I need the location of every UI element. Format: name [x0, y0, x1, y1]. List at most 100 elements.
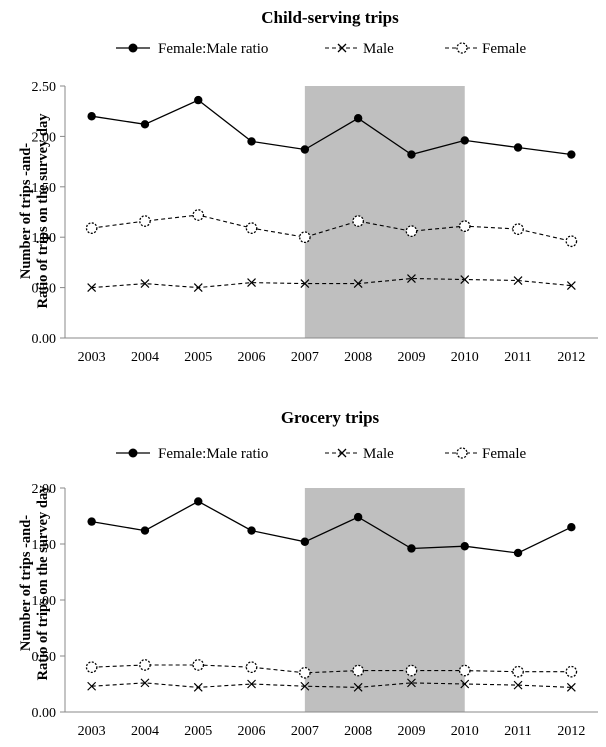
x-tick-label: 2005 [184, 350, 212, 365]
data-point-female-male-ratio [140, 526, 150, 535]
x-tick-label: 2007 [291, 350, 319, 365]
y-tick-label: 1.00 [32, 231, 57, 246]
data-point-female-male-ratio [353, 512, 363, 522]
series-line-male [91, 682, 572, 688]
y-tick-label: 1.50 [32, 181, 57, 196]
y-tick-label: 2.00 [32, 130, 57, 145]
y-tick-label: 0.00 [32, 332, 57, 347]
data-point-male [193, 682, 203, 692]
y-axis-label-line1: Number of trips -and- [18, 143, 34, 279]
chart-title: Child-serving trips [261, 8, 399, 27]
data-point-male [300, 279, 310, 288]
data-point-male [460, 679, 470, 689]
data-point-female [458, 664, 471, 677]
x-tick-label: 2005 [184, 724, 212, 739]
data-point-male [300, 681, 310, 691]
y-tick-label: 0.00 [32, 706, 57, 721]
data-point-male [566, 682, 576, 692]
y-axis-label-line2: Ratio of trips on the survey day [35, 113, 51, 309]
series-line-female [91, 214, 572, 242]
legend-marker-male [337, 448, 347, 458]
legend-female-label: Female [482, 41, 526, 57]
data-point-male [140, 678, 150, 688]
data-point-male [353, 682, 363, 692]
data-point-male [513, 680, 523, 690]
legend-female-label: Female [482, 446, 526, 462]
legend-marker-ratio [128, 448, 138, 458]
data-point-female-male-ratio [140, 120, 150, 129]
data-point-female-male-ratio [87, 112, 96, 121]
data-point-female-male-ratio [460, 136, 469, 145]
y-tick-label: 1.50 [32, 538, 57, 553]
x-tick-label: 2010 [451, 724, 479, 739]
data-point-female-male-ratio [300, 145, 310, 154]
data-point-female [245, 222, 258, 234]
y-tick-label: 2.50 [32, 80, 57, 95]
legend-marker-ratio [128, 43, 138, 53]
x-tick-label: 2009 [397, 724, 425, 739]
data-point-female [192, 659, 205, 671]
x-tick-label: 2010 [451, 350, 479, 365]
data-point-female [512, 223, 524, 235]
data-point-female [139, 215, 151, 227]
x-tick-label: 2009 [397, 350, 425, 365]
series-line-female [91, 664, 572, 674]
data-point-male [87, 283, 97, 293]
data-point-female-male-ratio [513, 548, 523, 558]
data-point-male [566, 281, 576, 291]
x-tick-label: 2012 [557, 350, 585, 365]
x-tick-label: 2006 [238, 724, 266, 739]
legend-ratio-label: Female:Male ratio [158, 41, 268, 57]
data-point-female-male-ratio [567, 523, 576, 532]
x-tick-label: 2011 [504, 724, 531, 739]
legend: Female:Male ratio Male Female [116, 41, 526, 57]
data-point-male [140, 279, 150, 288]
y-axis-label-top: Number of trips -and- Ratio of trips on … [18, 113, 51, 309]
data-point-female [352, 664, 364, 677]
plot-area: 0.00 0.50 1.00 1.50 2.00 2.50 2003 2004 2005 2006… [32, 80, 598, 365]
x-tick-label: 2006 [238, 350, 266, 365]
data-point-female-male-ratio [194, 95, 203, 105]
data-point-female [405, 225, 418, 238]
data-point-female-male-ratio [407, 150, 416, 159]
data-point-female-male-ratio [300, 537, 310, 546]
data-point-female [245, 661, 258, 674]
y-axis-label-line1: Number of trips -and- [18, 515, 34, 651]
data-point-female [458, 220, 471, 232]
data-point-female [298, 231, 311, 244]
x-tick-label: 2011 [504, 350, 531, 365]
legend-male-label: Male [363, 446, 394, 462]
data-point-female-male-ratio [87, 517, 96, 526]
data-point-male [513, 276, 523, 285]
data-point-female-male-ratio [247, 526, 256, 535]
legend-marker-male [337, 43, 347, 53]
data-point-female-male-ratio [513, 143, 523, 152]
data-point-male [247, 679, 256, 689]
x-tick-label: 2012 [557, 724, 585, 739]
series-line-male [91, 277, 572, 289]
data-point-male [407, 274, 416, 283]
data-point-female [85, 222, 98, 234]
y-axis-label-bottom: Number of trips -and- Ratio of trips on … [18, 485, 51, 681]
x-tick-label: 2003 [78, 724, 106, 739]
x-tick-label: 2007 [291, 724, 319, 739]
data-point-female [298, 666, 311, 679]
data-point-female-male-ratio [194, 497, 203, 506]
data-point-female [565, 235, 578, 248]
series-line-female-male-ratio [91, 500, 572, 554]
data-point-female [405, 664, 418, 677]
x-tick-label: 2004 [131, 724, 159, 739]
chart-grocery: Grocery trips Female:Male ratio Male Fem… [32, 408, 598, 739]
data-point-female [192, 209, 205, 221]
data-point-female [85, 661, 98, 674]
data-point-female [512, 665, 524, 678]
data-point-male [247, 278, 256, 287]
data-point-female [139, 659, 151, 671]
legend-ratio-label: Female:Male ratio [158, 446, 268, 462]
legend-male-label: Male [363, 41, 394, 57]
data-point-male [87, 681, 97, 691]
x-tick-label: 2004 [131, 350, 159, 365]
shaded-period [304, 488, 465, 712]
y-tick-label: 0.50 [32, 282, 57, 297]
